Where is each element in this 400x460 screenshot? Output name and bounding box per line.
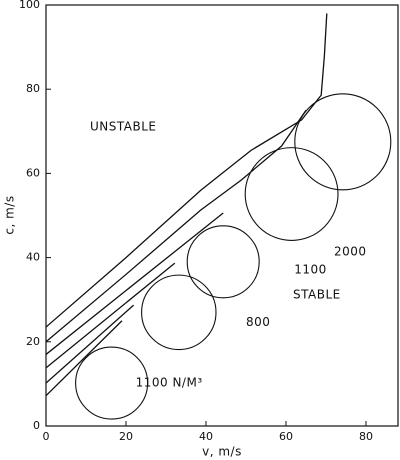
y-tick-label: 40 <box>26 251 40 264</box>
x-tick-label: 60 <box>279 430 293 443</box>
load-circle <box>141 274 217 351</box>
curve <box>45 304 135 384</box>
load-circle <box>244 147 339 241</box>
region-label: UNSTABLE <box>90 120 156 134</box>
y-tick-label: 0 <box>33 419 40 432</box>
load-circle <box>75 346 149 420</box>
y-tick-label: 60 <box>26 166 40 179</box>
y-axis-label: c, m/s <box>3 195 17 234</box>
x-tick-label: 80 <box>359 430 373 443</box>
y-tick-label: 100 <box>19 0 40 11</box>
x-tick-label: 40 <box>199 430 213 443</box>
curve <box>45 109 307 343</box>
load-circle <box>186 225 260 299</box>
load-circle <box>294 93 392 191</box>
x-axis-label: v, m/s <box>202 445 242 459</box>
x-tick-label: 20 <box>119 430 133 443</box>
curve <box>45 262 176 369</box>
y-tick-label: 80 <box>26 82 40 95</box>
plot-frame <box>45 4 399 427</box>
region-label: STABLE <box>293 288 341 302</box>
curve <box>45 212 224 355</box>
curve <box>45 13 328 328</box>
curve <box>45 320 123 397</box>
circle-label: 1100 N/M³ <box>136 376 203 390</box>
y-tick-label: 20 <box>26 335 40 348</box>
circle-label: 800 <box>246 315 270 329</box>
x-tick-label: 0 <box>43 430 50 443</box>
circle-label: 1100 <box>294 262 327 276</box>
circle-label: 2000 <box>334 245 367 259</box>
